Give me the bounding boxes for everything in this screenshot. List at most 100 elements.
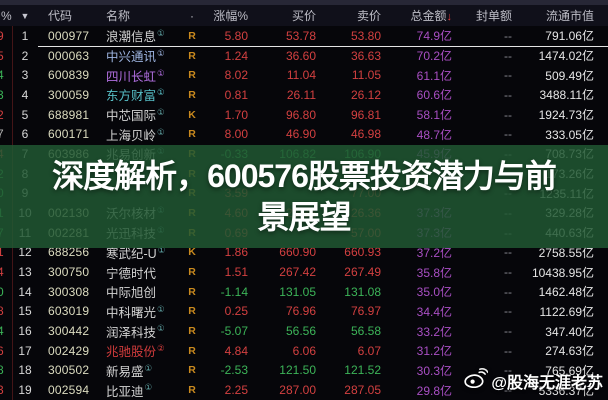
watermark-handle: @股海无涯老苏 [491, 375, 603, 392]
margin-marker: R [188, 29, 196, 42]
stock-code: 300308 [48, 284, 90, 299]
stock-row[interactable]: 4 3 600839 四川长虹① R 8.02 11.04 11.05 61.1亿 -- 509.4… [0, 65, 608, 85]
margin-marker: R [188, 49, 196, 62]
column-divider-dot[interactable]: · [190, 8, 194, 23]
name-superscript-badge: ① [157, 28, 165, 39]
stock-row[interactable]: 8 18 300502 新易盛① R -2.53 121.50 121.52 30.3亿 -- 76… [0, 361, 608, 381]
name-superscript-badge: ① [157, 67, 165, 78]
change-percent: 8.02 [224, 68, 248, 83]
change-percent: -2.53 [220, 363, 248, 378]
edge-digit: 2 [0, 107, 4, 122]
stock-name: 润泽科技① [106, 323, 165, 340]
float-market-cap: 3488.11亿 [539, 88, 595, 103]
seal-amount: -- [504, 48, 512, 63]
stock-row[interactable]: 4 13 300750 宁德时代 R 1.51 267.42 267.49 35.8亿 -- 104… [0, 262, 608, 282]
row-number: 6 [21, 127, 29, 142]
stock-code: 603019 [48, 304, 90, 319]
stock-name: 四川长虹① [106, 67, 165, 84]
table-header: % ▼ 代码 名称 · 涨幅% 买价 卖价 总金额↓ 封单额 流通市值 [0, 5, 608, 26]
header-total-amount[interactable]: 总金额↓ [381, 7, 452, 24]
stock-code: 000063 [48, 48, 90, 63]
stock-name: 浪潮信息① [106, 28, 165, 45]
buy-price: 267.42 [279, 265, 316, 280]
row-number: 15 [18, 304, 32, 319]
seal-amount: -- [504, 363, 512, 378]
stock-name: 中芯国际① [106, 106, 165, 124]
sell-price: 267.49 [344, 265, 381, 280]
stock-name: 比亚迪① [106, 382, 153, 399]
header-code[interactable]: 代码 [48, 9, 73, 23]
edge-digit: 4 [0, 324, 4, 339]
stock-row[interactable]: 7 6 600171 上海贝岭① R 8.00 46.90 46.98 48.7亿 -- 333.0… [0, 124, 608, 144]
row-number: 14 [18, 284, 32, 299]
float-market-cap: 347.40亿 [545, 324, 594, 339]
change-percent: -5.07 [220, 324, 248, 339]
margin-marker: R [188, 266, 196, 279]
header-seal-amount[interactable]: 封单额 [475, 9, 512, 23]
buy-price: 11.04 [286, 68, 316, 83]
stock-row[interactable]: 5 2 000063 中兴通讯① R 1.24 36.60 36.63 70.2亿 -- 1474.… [0, 46, 608, 66]
header-name[interactable]: 名称 [106, 9, 131, 23]
row-number: 5 [21, 107, 29, 122]
float-market-cap: 2758.55亿 [538, 245, 594, 260]
row-number: 12 [18, 245, 32, 260]
margin-marker: R [188, 285, 196, 298]
sell-price: 36.63 [350, 48, 381, 63]
float-market-cap: 5336.37亿 [538, 383, 594, 398]
header-float-market-cap[interactable]: 流通市值 [545, 9, 594, 23]
total-amount: 58.1亿 [416, 108, 452, 123]
sell-price: 46.98 [350, 127, 381, 142]
stock-row[interactable]: 2 5 688981 中芯国际① K 1.70 96.80 96.81 58.1亿 -- 1924.… [0, 105, 608, 125]
margin-marker: K [188, 246, 196, 259]
stock-row[interactable]: 4 16 300442 润泽科技① R -5.07 56.56 56.58 33.2亿 -- 347… [0, 321, 608, 341]
header-change-percent[interactable]: 涨幅% [213, 9, 248, 23]
row-number: 16 [18, 324, 32, 339]
buy-price: 96.80 [285, 107, 316, 122]
margin-marker: R [188, 69, 196, 82]
change-percent: 0.25 [224, 304, 248, 319]
row-number: 1 [21, 28, 29, 43]
buy-price: 131.05 [279, 284, 316, 299]
stock-row[interactable]: 6 17 002429 兆驰股份② R 4.84 6.06 6.07 31.2亿 -- 274.63… [0, 341, 608, 361]
stock-row[interactable]: 3 19 002594 比亚迪① R 2.25 287.00 287.05 29.8亿 -- 533… [0, 380, 608, 400]
change-percent: 4.84 [224, 343, 248, 358]
stock-row[interactable]: 9 1 000977 浪潮信息① R 5.80 53.78 53.80 74.9亿 -- 791.0… [0, 26, 608, 46]
sell-price: 121.52 [344, 363, 381, 378]
edge-digit: 5 [0, 48, 4, 63]
row-number: 2 [21, 48, 29, 63]
name-superscript-badge: ① [157, 303, 165, 314]
banner-title-line2: 景展望 [257, 198, 351, 235]
edge-digit: 6 [0, 343, 4, 358]
buy-price: 6.06 [292, 343, 316, 358]
seal-amount: -- [504, 245, 512, 260]
stock-code: 300750 [48, 265, 90, 280]
total-amount: 74.9亿 [416, 29, 452, 44]
stock-row[interactable]: 1 12 688256 寒武纪-U① K 1.86 660.90 660.93 37.2亿 -- 2… [0, 243, 608, 263]
stock-name: 中兴通讯① [106, 47, 165, 65]
buy-price: 53.78 [285, 28, 316, 43]
margin-marker: R [188, 128, 196, 141]
name-superscript-badge: ① [157, 87, 165, 98]
seal-amount: -- [504, 324, 512, 339]
change-percent: 1.70 [224, 107, 248, 122]
total-amount: 35.8亿 [416, 265, 452, 280]
name-superscript-badge: ① [157, 106, 165, 117]
stock-name: 东方财富① [106, 87, 165, 104]
stock-row[interactable]: 8 15 603019 中科曙光① R 0.25 76.96 76.97 34.4亿 -- 1122… [0, 302, 608, 322]
sort-caret-icon[interactable]: ▼ [20, 10, 30, 21]
buy-price: 121.50 [279, 363, 316, 378]
name-superscript-badge: ① [144, 362, 153, 373]
total-amount: 48.7亿 [416, 127, 452, 142]
float-market-cap: 1924.73亿 [538, 108, 594, 123]
buy-price: 46.90 [285, 127, 316, 142]
seal-amount: -- [504, 343, 512, 358]
stock-row[interactable]: 0 14 300308 中际旭创 R -1.14 131.05 131.08 35.0亿 -- 14… [0, 282, 608, 302]
stock-row[interactable]: 3 4 300059 东方财富① R 0.81 26.11 26.12 60.6亿 -- 3488.… [0, 85, 608, 105]
edge-digit: 7 [0, 127, 4, 142]
sell-price: 96.81 [350, 107, 381, 122]
header-extra-percent[interactable]: % [1, 8, 12, 23]
stock-code: 300502 [48, 363, 90, 378]
header-buy-price[interactable]: 买价 [291, 9, 316, 23]
header-sell-price[interactable]: 卖价 [356, 9, 381, 23]
